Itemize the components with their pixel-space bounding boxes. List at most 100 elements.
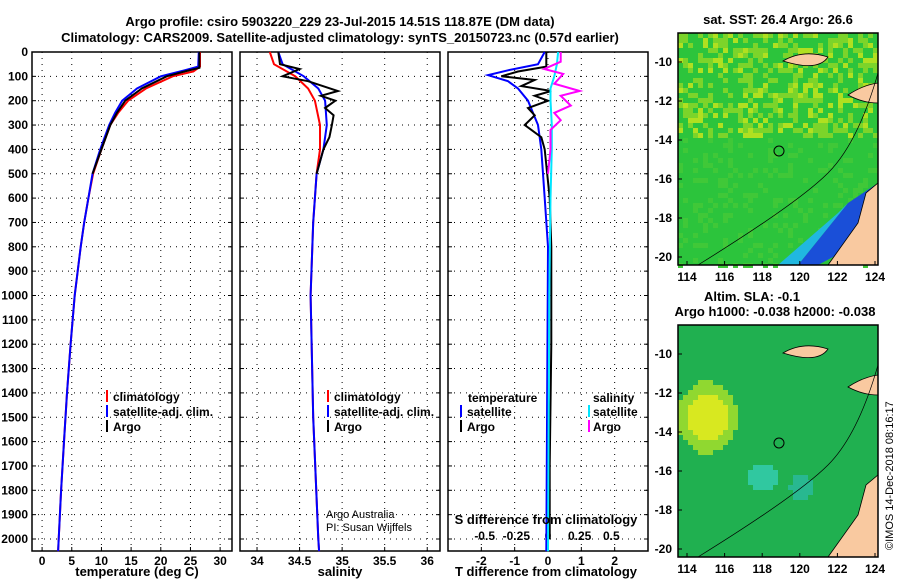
map-cell	[698, 420, 703, 425]
y-tick-label: 1000	[1, 289, 28, 303]
map-cell	[768, 78, 773, 83]
map-cell	[683, 238, 688, 243]
map-cell	[743, 103, 748, 108]
map-cell	[793, 43, 798, 48]
map-cell	[733, 53, 738, 58]
map-cell	[808, 78, 813, 83]
map-cell	[758, 113, 763, 118]
map-cell	[678, 88, 683, 93]
map-cell	[733, 405, 738, 410]
map-cell	[738, 173, 743, 178]
map-cell	[703, 213, 708, 218]
sst-map-title: sat. SST: 26.4 Argo: 26.6	[703, 12, 853, 27]
map-cell	[723, 78, 728, 83]
map-cell	[753, 48, 758, 53]
map-cell	[693, 103, 698, 108]
map-cell	[698, 33, 703, 38]
map-cell	[698, 113, 703, 118]
map-cell	[768, 470, 773, 475]
map-cell	[713, 440, 718, 445]
map-cell	[713, 168, 718, 173]
map-cell	[858, 123, 863, 128]
y-tick-label: 1800	[1, 483, 28, 497]
map-cell	[863, 128, 868, 133]
map-cell	[778, 33, 783, 38]
map-cell	[778, 38, 783, 43]
map-cell	[818, 133, 823, 138]
map-cell	[823, 168, 828, 173]
s-tick-label: -0.5	[474, 529, 495, 543]
map-cell	[678, 425, 683, 430]
map-cell	[703, 405, 708, 410]
map-cell	[708, 400, 713, 405]
map-cell	[733, 410, 738, 415]
map-cell	[723, 405, 728, 410]
map-cell	[858, 48, 863, 53]
map-cell	[758, 128, 763, 133]
y-tick-label: 2000	[1, 532, 28, 546]
map-cell	[738, 53, 743, 58]
map-cell	[793, 33, 798, 38]
map-cell	[793, 83, 798, 88]
map-cell	[688, 123, 693, 128]
sla-map[interactable]: 114 116 118 120 122 124 -10 -12 -14 -16 -18 -20	[655, 324, 886, 576]
map-cell	[718, 405, 723, 410]
map-cell	[723, 33, 728, 38]
map-cell	[733, 48, 738, 53]
legend-title-salinity: salinity	[593, 391, 635, 405]
map-cell	[708, 138, 713, 143]
map-cell	[713, 43, 718, 48]
map-cell	[828, 133, 833, 138]
map-cell	[723, 183, 728, 188]
map-cell	[703, 420, 708, 425]
map-cell	[743, 38, 748, 43]
map-cell	[813, 78, 818, 83]
map-cell	[778, 113, 783, 118]
map-cell	[843, 53, 848, 58]
map-cell	[713, 223, 718, 228]
map-cell	[738, 68, 743, 73]
map-cell	[718, 58, 723, 63]
plot-frame	[31, 51, 233, 552]
map-cell	[828, 73, 833, 78]
map-cell	[688, 83, 693, 88]
map-cell	[703, 380, 708, 385]
map-cell	[818, 118, 823, 123]
map-cell	[763, 83, 768, 88]
map-cell	[783, 33, 788, 38]
map-cell	[688, 118, 693, 123]
map-cell	[748, 73, 753, 78]
map-cell	[678, 415, 683, 420]
map-cell	[758, 88, 763, 93]
map-cell	[703, 98, 708, 103]
map-cell	[868, 108, 873, 113]
map-cell	[828, 143, 833, 148]
map-cell	[773, 198, 778, 203]
map-cell	[858, 183, 863, 188]
map-cell	[873, 133, 878, 138]
map-cell	[738, 78, 743, 83]
lon-tick-label: 118	[753, 270, 773, 284]
map-cell	[763, 480, 768, 485]
map-cell	[698, 118, 703, 123]
map-cell	[823, 133, 828, 138]
map-cell	[738, 128, 743, 133]
map-cell	[833, 203, 838, 208]
map-cell	[828, 43, 833, 48]
map-cell	[678, 410, 683, 415]
map-cell	[798, 128, 803, 133]
map-cell	[818, 68, 823, 73]
map-cell	[683, 400, 688, 405]
map-cell	[833, 128, 838, 133]
argo-position-marker	[773, 437, 785, 449]
map-cell	[773, 168, 778, 173]
map-cell	[768, 123, 773, 128]
x-tick-label: 10	[95, 554, 109, 568]
map-cell	[703, 38, 708, 43]
map-cell	[698, 83, 703, 88]
map-cell	[728, 128, 733, 133]
map-cell	[703, 243, 708, 248]
sst-map[interactable]: 114 116 118 120 122 124 -10 -12 -14 -16 -18 -20	[655, 32, 886, 284]
map-cell	[823, 118, 828, 123]
map-cell	[718, 390, 723, 395]
